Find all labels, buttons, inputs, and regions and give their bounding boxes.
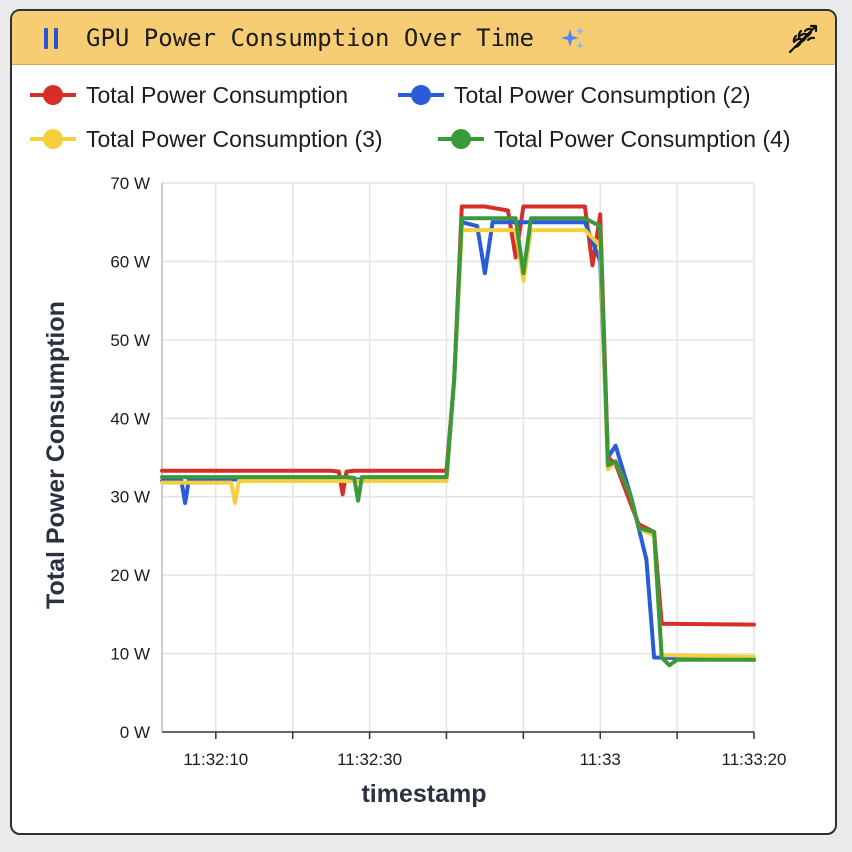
y-tick-label: 60 W <box>110 252 150 271</box>
y-tick-label: 20 W <box>110 566 150 585</box>
chart-legend: Total Power Consumption Total Power Consu… <box>30 82 791 152</box>
legend-item-1[interactable]: Total Power Consumption <box>30 82 348 108</box>
y-tick-label: 10 W <box>110 645 150 664</box>
sparkle-icon[interactable] <box>560 26 586 52</box>
y-tick-label: 30 W <box>110 488 150 507</box>
x-tick-label: 11:32:30 <box>337 750 402 769</box>
x-axis-title: timestamp <box>361 780 486 808</box>
chart-header: GPU Power Consumption Over Time <box>12 11 835 65</box>
chart-title: GPU Power Consumption Over Time <box>86 24 534 52</box>
x-tick-label: 11:33 <box>580 750 621 769</box>
y-tick-label: 70 W <box>110 174 150 193</box>
legend-label: Total Power Consumption <box>86 82 348 108</box>
legend-item-3[interactable]: Total Power Consumption (3) <box>30 126 383 152</box>
x-tick-label: 11:33:20 <box>722 750 787 769</box>
y-tick-label: 40 W <box>110 409 150 428</box>
legend-item-4[interactable]: Total Power Consumption (4) <box>438 126 791 152</box>
legend-marker <box>411 85 431 105</box>
wheat-icon[interactable] <box>787 23 819 55</box>
pause-icon[interactable] <box>42 28 60 50</box>
y-axis-title: Total Power Consumption <box>42 301 70 609</box>
x-tick-label: 11:32:10 <box>183 750 248 769</box>
legend-marker <box>43 129 63 149</box>
chart-grid <box>162 182 755 732</box>
chart-axes: 0 W 10 W 20 W 30 W 40 W 50 W 60 W 70 W 11:32:10 1… <box>110 174 786 769</box>
legend-label: Total Power Consumption (2) <box>454 82 751 108</box>
chart-series-lines <box>160 204 756 668</box>
legend-marker <box>43 85 63 105</box>
legend-marker <box>451 129 471 149</box>
legend-item-2[interactable]: Total Power Consumption (2) <box>398 82 751 108</box>
series-line-4[interactable] <box>160 216 756 668</box>
y-tick-label: 0 W <box>120 723 150 742</box>
y-tick-label: 50 W <box>110 331 150 350</box>
chart-card: GPU Power Consumption Over Time Total Po… <box>10 9 837 835</box>
line-chart: Total Power Consumption Total Power Consu… <box>30 82 791 808</box>
legend-label: Total Power Consumption (4) <box>494 126 791 152</box>
legend-label: Total Power Consumption (3) <box>86 126 383 152</box>
